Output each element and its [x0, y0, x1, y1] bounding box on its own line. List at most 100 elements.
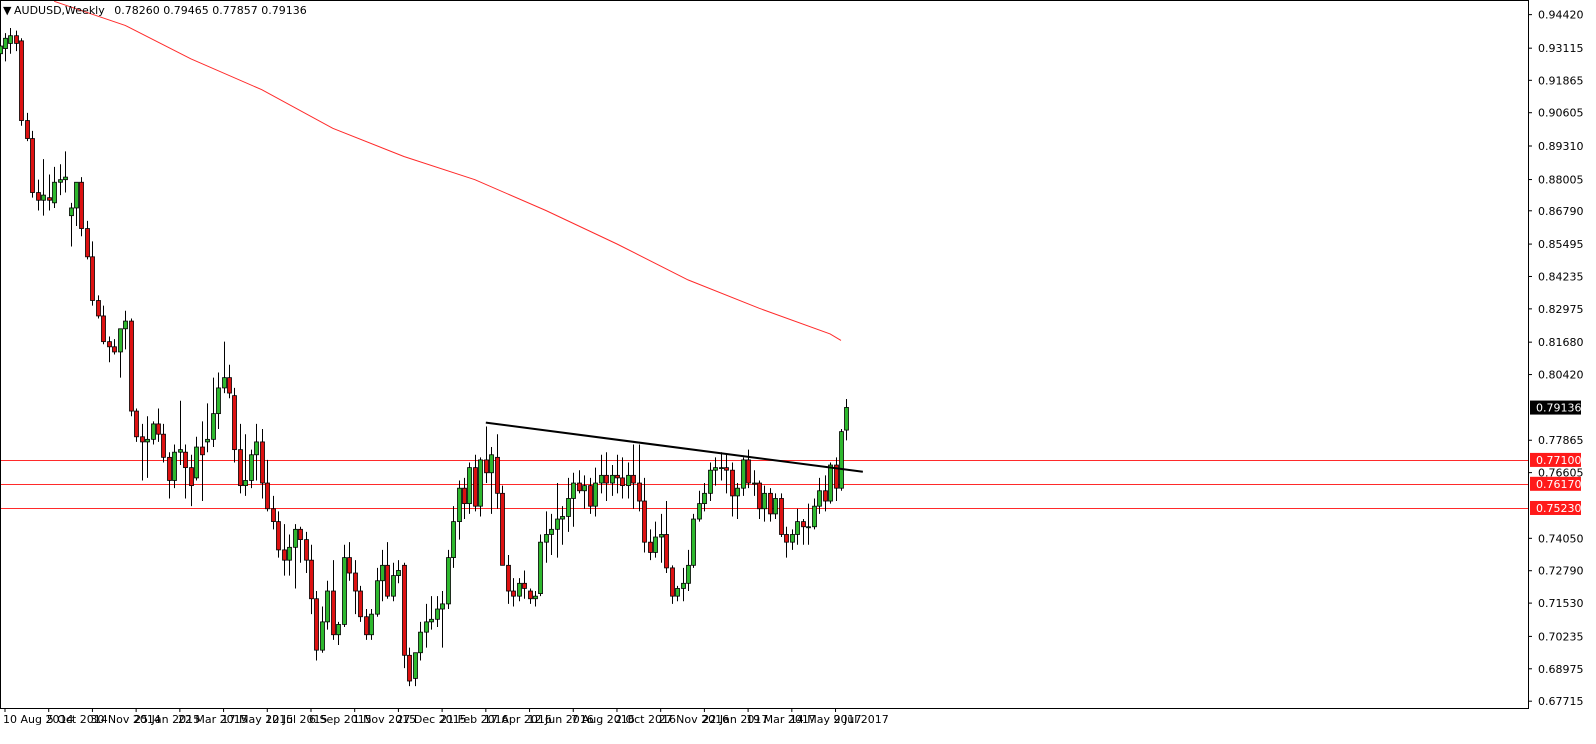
candle-body	[500, 492, 505, 566]
x-tick-label: 5 Oct 2014	[47, 713, 108, 726]
candle-body	[691, 518, 696, 566]
y-tick-label: 0.67715	[1538, 695, 1584, 708]
candle-body	[495, 456, 500, 494]
candle	[298, 526, 303, 563]
candle-body	[194, 446, 199, 479]
candle	[161, 423, 166, 463]
candle-body	[238, 449, 243, 487]
candle	[588, 477, 593, 514]
candle-body	[724, 467, 729, 471]
candle-body	[271, 508, 276, 523]
x-tick-label: 6 Sep 2015	[309, 713, 372, 726]
candle	[495, 434, 500, 509]
candle	[555, 483, 560, 558]
candle	[0, 43, 3, 62]
candle	[391, 562, 396, 602]
candle	[304, 531, 309, 574]
candle-body	[637, 482, 642, 502]
candle	[336, 621, 341, 646]
candle	[730, 462, 735, 517]
y-tick-label: 0.85495	[1538, 238, 1584, 251]
candle	[3, 33, 8, 62]
trendline	[485, 421, 863, 473]
candle	[752, 470, 757, 496]
candle-body	[440, 603, 445, 610]
candle-body	[41, 194, 46, 201]
candle	[599, 454, 604, 494]
level-price-tag-bg	[1530, 500, 1581, 515]
candle-body	[549, 528, 554, 535]
candle-body	[719, 467, 724, 470]
candle-body	[752, 482, 757, 485]
candle	[194, 436, 199, 481]
candle	[407, 647, 412, 687]
candle	[801, 519, 806, 545]
candle-body	[276, 521, 281, 551]
candle	[200, 421, 205, 502]
y-tick-label: 0.74050	[1538, 532, 1584, 545]
svg-text:AUDUSD,Weekly 0.78260 0.: AUDUSD,Weekly 0.78260 0.79465 0.77857 0.…	[14, 4, 307, 17]
y-tick-label: 0.71530	[1538, 597, 1584, 610]
candle	[528, 588, 533, 604]
candle	[282, 524, 287, 576]
candle-body	[593, 482, 598, 507]
candle	[211, 377, 216, 448]
candle	[675, 585, 680, 602]
chart-symbol: AUDUSD,Weekly	[14, 4, 105, 17]
candle	[14, 30, 19, 52]
candle	[232, 387, 237, 463]
candle-body	[249, 454, 254, 481]
x-tick-label: 10 Aug 2014	[3, 713, 73, 726]
candle	[768, 488, 773, 522]
candle-body	[112, 346, 117, 353]
candle	[342, 544, 347, 628]
candle-body	[604, 474, 609, 484]
candle-body	[36, 192, 41, 201]
candle-body	[3, 37, 8, 49]
candle-body	[560, 516, 565, 520]
candle-body	[254, 441, 259, 456]
candle	[309, 544, 314, 615]
candle-body	[331, 590, 336, 636]
candle	[478, 457, 483, 517]
candle-body	[101, 315, 106, 343]
candle	[440, 591, 445, 648]
candle	[484, 426, 489, 484]
candle-body	[511, 590, 516, 597]
y-tick-label: 0.93115	[1538, 42, 1584, 55]
candle	[19, 38, 24, 126]
candle	[664, 501, 669, 574]
header-arrow-icon[interactable]: ▼	[3, 4, 12, 17]
candle-body	[435, 608, 440, 620]
candle	[413, 652, 418, 687]
candle	[243, 434, 248, 496]
candle	[435, 596, 440, 628]
candle-body	[167, 456, 172, 481]
candle	[134, 408, 139, 442]
candle	[52, 166, 57, 208]
candle-body	[735, 487, 740, 497]
candle-body	[741, 459, 746, 489]
candle-body	[538, 541, 543, 594]
candle	[795, 508, 800, 545]
candle-body	[615, 474, 620, 479]
candle	[145, 416, 150, 478]
candle	[593, 467, 598, 517]
candle-body	[358, 590, 363, 618]
candle-body	[462, 487, 467, 505]
current-price-tag-bg	[1530, 400, 1581, 415]
candle	[642, 477, 647, 553]
candle	[254, 423, 259, 481]
candle-body	[0, 45, 3, 55]
candle	[615, 454, 620, 494]
candle	[385, 542, 390, 599]
candle	[566, 477, 571, 532]
candle-body	[473, 467, 478, 507]
candle	[287, 534, 292, 576]
candle-body	[702, 492, 707, 505]
y-tick-label: 0.72790	[1538, 565, 1584, 578]
candle	[429, 596, 434, 630]
candle-body	[232, 395, 237, 451]
